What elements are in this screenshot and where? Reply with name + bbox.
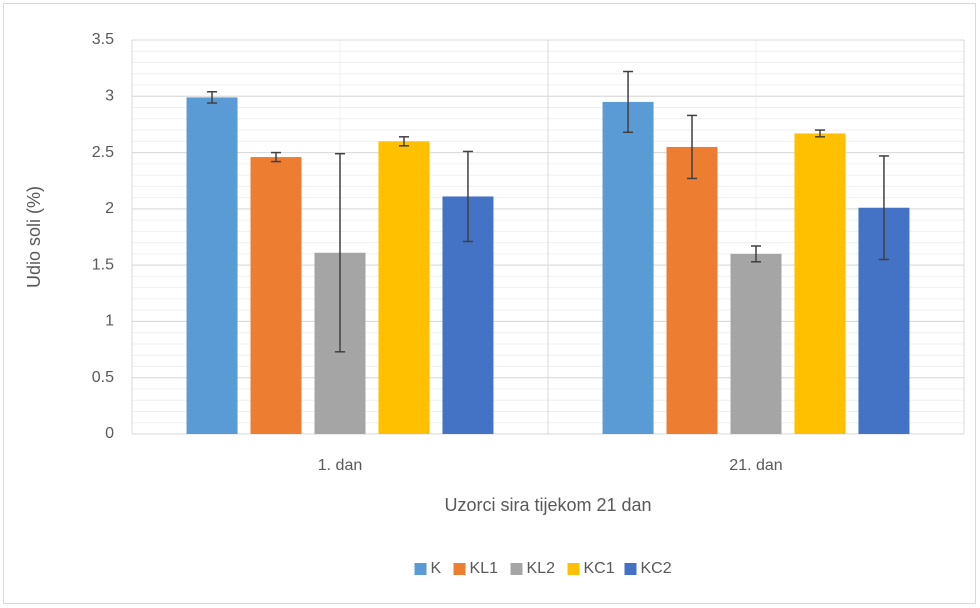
bar: [250, 157, 302, 434]
bar: [666, 146, 718, 434]
error-bar: [271, 151, 282, 163]
error-bar: [687, 114, 698, 180]
legend-label: KC1: [584, 560, 615, 577]
y-tick-label: 3: [105, 88, 114, 105]
y-tick-label: 1.5: [92, 256, 114, 273]
x-tick-label: 1. dan: [318, 457, 362, 474]
y-tick-label: 3.5: [92, 31, 114, 48]
y-tick-label: 0.5: [92, 369, 114, 386]
legend-swatch: [510, 563, 523, 575]
bar: [378, 141, 430, 435]
legend-swatch: [414, 563, 427, 575]
legend-swatch: [624, 563, 637, 575]
error-bar: [398, 136, 409, 147]
legend-label: KL2: [527, 560, 556, 577]
y-tick-label: 2.5: [92, 144, 114, 161]
y-tick-label: 2: [105, 200, 114, 217]
legend-swatch: [453, 563, 466, 575]
bar: [602, 101, 654, 435]
x-axis-title: Uzorci sira tijekom 21 dan: [444, 495, 651, 515]
legend-label: KL1: [470, 560, 499, 577]
error-bar: [462, 150, 473, 243]
legend-swatch: [567, 563, 580, 575]
legend-label: KC2: [641, 560, 672, 577]
bar: [794, 133, 846, 435]
y-tick-label: 1: [105, 313, 114, 330]
y-tick-label: 0: [105, 425, 114, 442]
bar: [186, 97, 238, 434]
error-bar: [623, 70, 634, 134]
error-bar: [335, 152, 345, 353]
legend-label: K: [431, 560, 442, 577]
error-bar: [207, 91, 218, 104]
error-bar: [878, 155, 889, 261]
error-bar: [814, 129, 825, 138]
y-axis-title: Udio soli (%): [24, 186, 44, 288]
error-bar: [751, 245, 761, 263]
x-tick-label: 21. dan: [729, 457, 782, 474]
bar: [730, 253, 782, 434]
